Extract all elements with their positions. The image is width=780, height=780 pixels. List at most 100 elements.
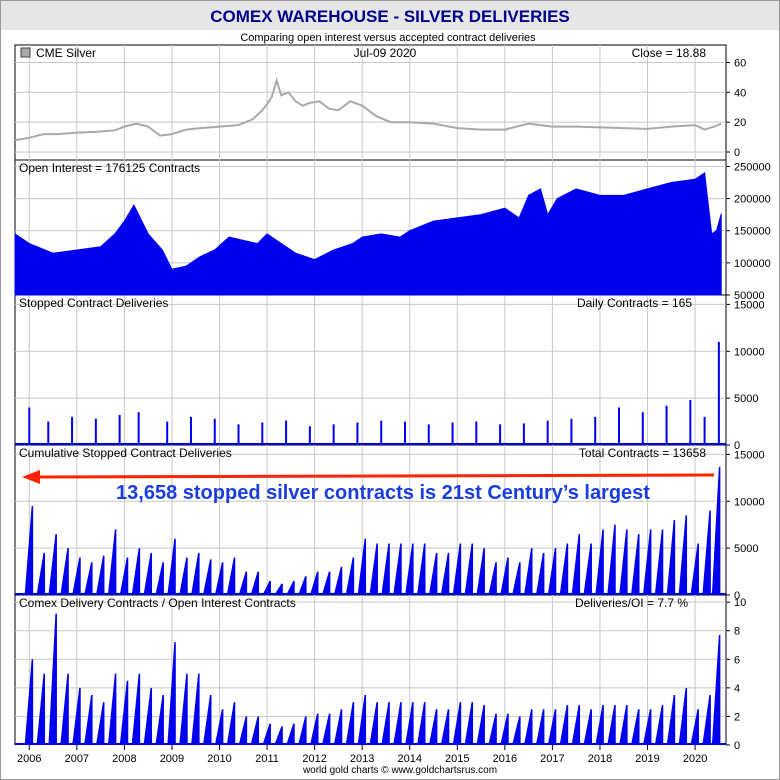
cumulative-delivery-bar	[274, 583, 283, 595]
cumulative-delivery-bar	[369, 543, 378, 595]
price-series-line	[14, 76, 722, 142]
x-tick-label: 2011	[255, 753, 279, 765]
chart-marks	[14, 76, 726, 745]
cumulative-delivery-bar	[583, 543, 592, 595]
delivery-ratio-bar	[524, 709, 533, 745]
delivery-ratio-bar	[226, 702, 236, 745]
cumulative-delivery-bar	[440, 552, 450, 595]
y-tick-label: 6	[734, 654, 740, 666]
open-interest-label: Open Interest = 176125 Contracts	[19, 161, 200, 175]
x-axis-band	[15, 745, 726, 763]
x-tick-label: 2010	[207, 753, 231, 765]
cumulative-delivery-bar	[238, 571, 248, 595]
cumulative-delivery-bar	[512, 562, 521, 595]
cumulative-delivery-bar	[298, 576, 307, 595]
cumulative-delivery-bar	[48, 534, 57, 595]
y-tick-label: 10	[734, 597, 746, 609]
chart-subtitle: Comparing open interest versus accepted …	[240, 32, 536, 44]
cumulative-delivery-bar	[250, 571, 260, 595]
delivery-ratio-bar	[107, 673, 117, 745]
y-tick-label: 200000	[734, 194, 771, 206]
delivery-ratio-bar	[547, 709, 557, 745]
cumulative-delivery-bar	[36, 552, 46, 595]
price-date-label: Jul-09 2020	[354, 46, 417, 60]
delivery-ratio-bar	[702, 695, 711, 745]
cumulative-delivery-bar	[666, 520, 676, 595]
cumulative-delivery-bar	[535, 552, 545, 595]
delivery-ratio-bar	[571, 705, 581, 745]
y-tick-label: 5000	[734, 543, 758, 555]
cumulative-delivery-bar	[654, 529, 664, 595]
cumulative-delivery-bar	[393, 543, 402, 595]
year-gridlines	[15, 45, 726, 745]
cumulative-delivery-bar	[309, 571, 319, 595]
delivery-ratio-bar	[583, 709, 592, 745]
open-interest-area	[14, 172, 722, 296]
x-tick-label: 2007	[65, 753, 89, 765]
y-tick-label: 0	[734, 147, 740, 159]
delivery-ratio-bar	[202, 695, 212, 745]
y-tick-label: 15000	[734, 299, 765, 311]
x-tick-label: 2018	[588, 753, 612, 765]
x-tick-label: 2012	[302, 753, 326, 765]
delivery-ratio-bar	[333, 709, 343, 745]
cumulative-delivery-bar	[464, 543, 474, 595]
y-tick-label: 2	[734, 711, 740, 723]
x-tick-label: 2015	[445, 753, 469, 765]
delivery-ratio-bar	[321, 713, 331, 745]
y-tick-labels: 0204060500001000001500002000002500000500…	[726, 57, 771, 752]
cumulative-delivery-bar	[452, 543, 462, 595]
delivery-ratio-bar	[214, 709, 224, 745]
delivery-ratio-bar	[95, 702, 105, 745]
delivery-ratio-bar	[500, 713, 509, 745]
delivery-ratio-bar	[131, 673, 141, 745]
annotation-arrowhead	[22, 470, 40, 484]
delivery-ratio-bar	[711, 635, 721, 745]
cumulative-delivery-bar	[595, 529, 604, 595]
cumulative-delivery-bar	[333, 566, 343, 595]
y-tick-label: 0	[734, 590, 740, 602]
cumulative-delivery-bar	[143, 552, 153, 595]
delivery-ratio-bar	[559, 705, 569, 745]
delivery-ratio-bar	[179, 673, 188, 745]
delivery-ratio-bar	[654, 705, 664, 745]
delivery-ratio-bar	[298, 716, 307, 745]
x-tick-label: 2019	[635, 753, 659, 765]
header-band	[1, 1, 779, 30]
cumulative-delivery-bar	[357, 538, 367, 595]
cumulative-delivery-bar	[488, 562, 497, 595]
y-tick-label: 15000	[734, 449, 765, 461]
y-tick-label: 40	[734, 87, 746, 99]
delivery-ratio-bar	[464, 702, 474, 745]
daily-contracts-label: Daily Contracts = 165	[577, 296, 692, 310]
delivery-ratio-bar	[535, 709, 545, 745]
daily-deliveries-label: Stopped Contract Deliveries	[19, 296, 168, 310]
cumulative-delivery-bar	[107, 529, 117, 595]
cumulative-delivery-bar	[214, 562, 224, 595]
delivery-ratio-bar	[309, 713, 319, 745]
cumulative-delivery-bar	[191, 552, 200, 595]
delivery-ratio-bar	[619, 705, 628, 745]
delivery-ratio-bar	[238, 716, 248, 745]
chart-title: COMEX WAREHOUSE - SILVER DELIVERIES	[210, 7, 570, 26]
annotation-text: 13,658 stopped silver contracts is 21st …	[116, 482, 650, 504]
x-tick-label: 2014	[397, 753, 421, 765]
cumulative-delivery-bar	[678, 515, 688, 595]
delivery-ratio-bar	[250, 716, 260, 745]
delivery-ratio-bar	[440, 709, 450, 745]
cumulative-delivery-bar	[345, 557, 355, 595]
cumulative-delivery-bar	[155, 562, 164, 595]
y-tick-label: 5000	[734, 393, 758, 405]
cumulative-delivery-bar	[226, 557, 236, 595]
cumulative-delivery-bar	[702, 510, 711, 595]
y-tick-label: 20	[734, 117, 746, 129]
delivery-ratio-bar	[631, 709, 640, 745]
delivery-ratio-bar	[476, 705, 485, 745]
x-tick-label: 2009	[160, 753, 184, 765]
delivery-ratio-bar	[417, 702, 426, 745]
cumulative-delivery-bar	[559, 543, 569, 595]
delivery-ratio-bar	[48, 613, 57, 745]
cumulative-delivery-bar	[167, 538, 176, 595]
cumulative-delivery-bar	[321, 571, 331, 595]
cumulative-delivery-bar	[619, 529, 628, 595]
